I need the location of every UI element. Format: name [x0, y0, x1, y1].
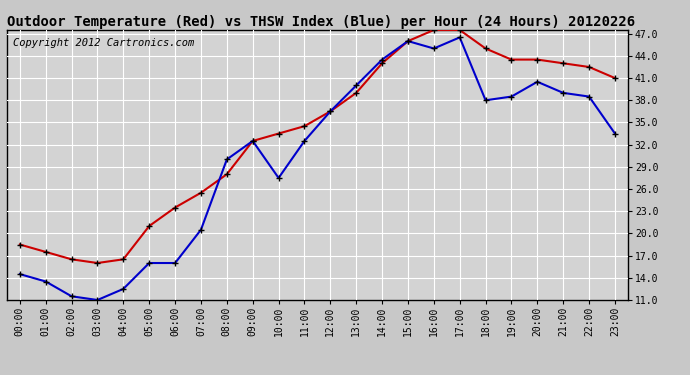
Text: Outdoor Temperature (Red) vs THSW Index (Blue) per Hour (24 Hours) 20120226: Outdoor Temperature (Red) vs THSW Index … [7, 15, 635, 29]
Text: Copyright 2012 Cartronics.com: Copyright 2012 Cartronics.com [13, 38, 195, 48]
